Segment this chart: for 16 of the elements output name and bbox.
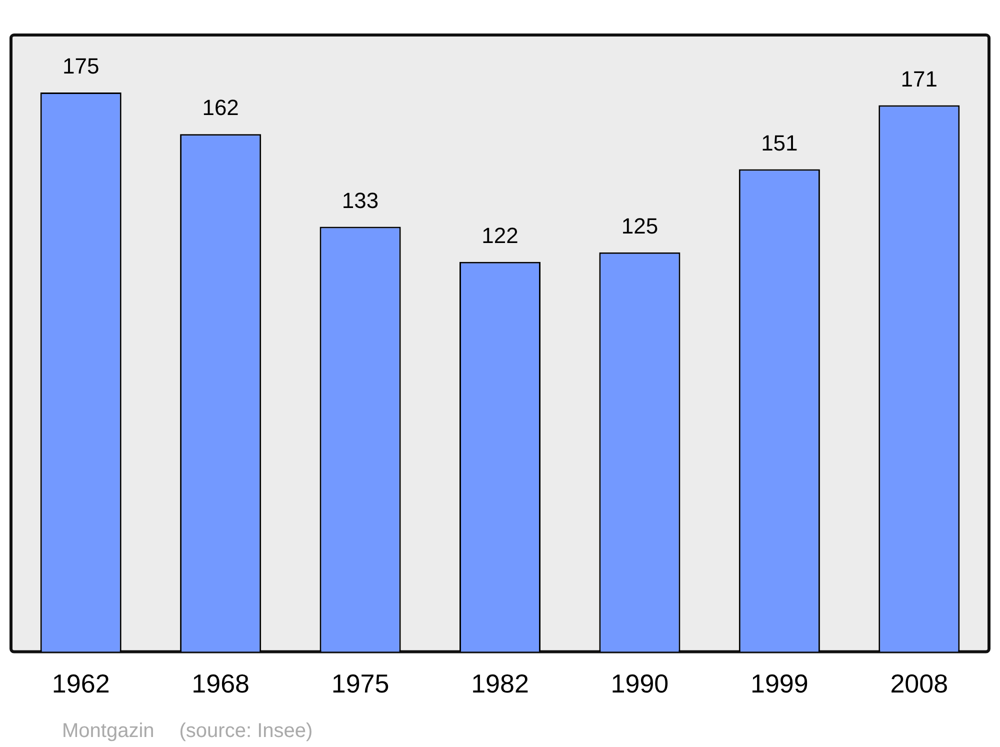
text: Montgazin — [62, 720, 154, 742]
x-tick-label: 1999 — [750, 668, 808, 699]
x-tick-label: 2008 — [890, 668, 948, 699]
data-label: 125 — [621, 213, 658, 238]
x-tick-label: 1982 — [471, 668, 529, 699]
x-tick-label: 1990 — [610, 668, 669, 699]
data-label: 171 — [900, 66, 938, 92]
text: (source: Insee) — [179, 720, 313, 742]
x-tick-label: 1962 — [52, 668, 110, 699]
data-label: 175 — [62, 54, 100, 79]
x-tick-label: 1968 — [192, 668, 250, 699]
data-label: 122 — [482, 222, 518, 248]
x-tick-label: 1975 — [331, 668, 390, 699]
data-label: 151 — [761, 130, 798, 156]
data-label: 133 — [342, 188, 379, 213]
data-label: 162 — [202, 95, 239, 120]
